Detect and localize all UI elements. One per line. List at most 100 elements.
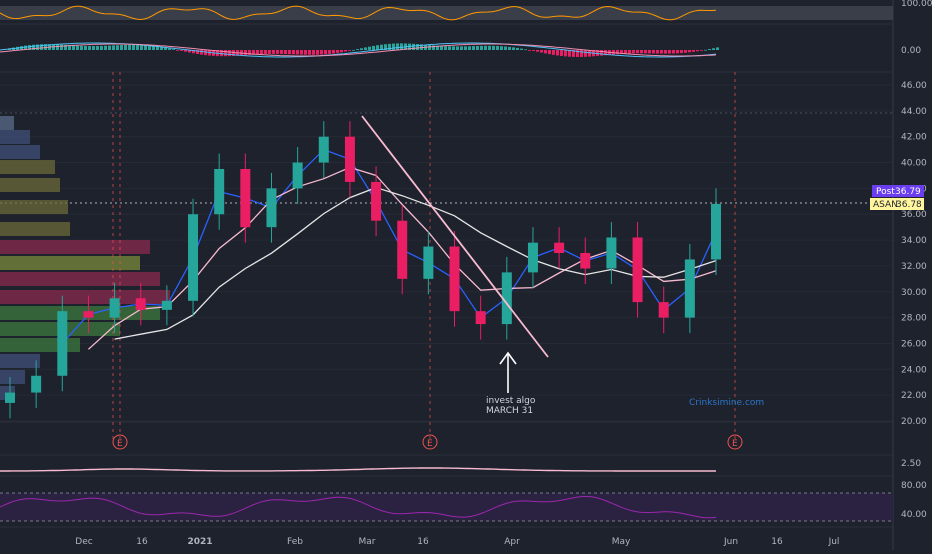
macd-histogram-bar <box>496 45 499 50</box>
macd-histogram-bar <box>140 44 143 50</box>
price-tick-label: 42.00 <box>901 133 927 143</box>
macd-histogram-bar <box>624 50 627 54</box>
earnings-marker-label: E <box>732 439 738 449</box>
time-tick-label: 16 <box>417 537 429 547</box>
macd-histogram-bar <box>288 50 291 55</box>
time-tick-label: 16 <box>771 537 783 547</box>
candles <box>5 121 721 419</box>
price-tick-label: 36.00 <box>901 210 927 220</box>
macd-histogram-bar <box>556 50 559 56</box>
macd-histogram-bar <box>448 46 451 50</box>
macd-histogram-bar <box>416 44 419 50</box>
macd-histogram-bar <box>248 50 251 55</box>
macd-histogram-bar <box>540 50 543 53</box>
volume-profile-bar <box>0 272 160 286</box>
macd-histogram-bar <box>352 49 355 51</box>
macd-histogram-bar <box>596 50 599 57</box>
candle-body <box>161 300 172 310</box>
time-tick-label: Feb <box>287 537 303 547</box>
last-price-badge: ASAN 36.78 <box>870 198 924 210</box>
macd-histogram-bar <box>168 48 171 50</box>
candle-body <box>423 246 434 279</box>
macd-histogram-bar <box>336 50 339 53</box>
annotation-line2: MARCH 31 <box>486 406 533 416</box>
macd-histogram-bar <box>76 45 79 50</box>
macd-histogram-bar <box>644 50 647 54</box>
macd-histogram-bar <box>244 50 247 56</box>
macd-histogram-bar <box>20 46 23 50</box>
macd-histogram-bar <box>300 50 303 55</box>
candle-body <box>449 246 460 312</box>
atr-line <box>0 467 716 472</box>
macd-histogram-bar <box>436 45 439 50</box>
price-tick-label: 40.00 <box>901 159 927 169</box>
trendline <box>361 115 549 358</box>
oscillator-panel <box>0 5 893 21</box>
macd-histogram-bar <box>564 50 567 57</box>
macd-histogram-bar <box>252 50 255 55</box>
macd-histogram-bar <box>468 46 471 50</box>
macd-histogram-bar <box>32 44 35 50</box>
volume-profile-bar <box>0 200 68 214</box>
price-axis: 46.0044.0042.0040.0038.0036.0034.0032.00… <box>901 0 932 520</box>
macd-histogram-bar <box>256 50 259 55</box>
time-tick-label: Jul <box>828 537 840 547</box>
macd-histogram-bar <box>172 49 175 50</box>
macd-histogram-bar <box>164 47 167 50</box>
price-tick-label: 20.00 <box>901 417 927 427</box>
time-axis: Dec 16 2021 Feb Mar 16 Apr May Jun 16 Jul <box>75 537 839 547</box>
ma-slow-line <box>114 186 717 340</box>
macd-histogram-bar <box>524 49 527 51</box>
macd-histogram-bar <box>700 50 703 51</box>
macd-histogram-bar <box>504 46 507 50</box>
volume-profile-bar <box>0 116 14 130</box>
oscillator-tick-label: 100.00 <box>901 0 932 9</box>
macd-histogram-bar <box>440 45 443 50</box>
macd-histogram-bar <box>696 50 699 52</box>
macd-histogram-bar <box>96 45 99 50</box>
signal-line <box>0 43 717 57</box>
candle-body <box>397 220 408 279</box>
candle-body <box>57 311 68 376</box>
time-tick-label: 2021 <box>187 537 212 547</box>
macd-histogram-bar <box>552 50 555 55</box>
macd-histogram-bar <box>584 50 587 57</box>
price-tick-label: 28.00 <box>901 314 927 324</box>
volume-profile-bar <box>0 370 25 384</box>
macd-histogram-bar <box>688 50 691 53</box>
chart-grid <box>0 0 894 550</box>
macd-histogram-bar <box>356 49 359 50</box>
macd-histogram-bar <box>628 50 631 54</box>
annotation-arrow <box>499 351 517 393</box>
macd-histogram-bar <box>528 50 531 51</box>
macd-histogram-bar <box>156 46 159 50</box>
rsi-panel <box>0 492 893 522</box>
candle-body <box>580 253 591 269</box>
candle-body <box>240 169 251 228</box>
post-value: 36.79 <box>895 187 921 197</box>
macd-histogram-bar <box>452 46 455 50</box>
candle-body <box>83 311 94 318</box>
macd-histogram-bar <box>656 50 659 54</box>
oscillator-line <box>0 5 717 21</box>
macd-histogram-bar <box>716 47 719 50</box>
price-tick-label: 46.00 <box>901 81 927 91</box>
post-label: Post <box>876 187 895 197</box>
macd-histogram-bar <box>220 50 223 57</box>
macd-histogram-bar <box>616 50 619 55</box>
macd-histogram-bar <box>500 46 503 50</box>
rsi-tick-label: 80.00 <box>901 481 927 491</box>
macd-histogram-bar <box>152 45 155 50</box>
macd-histogram-bar <box>108 45 111 50</box>
macd-histogram-bar <box>268 50 271 54</box>
volume-profile-bar <box>0 178 60 192</box>
price-tick-label: 34.00 <box>901 236 927 246</box>
macd-histogram-bar <box>492 45 495 50</box>
macd-histogram-bar <box>488 45 491 50</box>
candle-body <box>632 237 643 303</box>
macd-histogram-bar <box>360 48 363 50</box>
macd-histogram-bar <box>692 50 695 52</box>
macd-histogram-bar <box>568 50 571 57</box>
